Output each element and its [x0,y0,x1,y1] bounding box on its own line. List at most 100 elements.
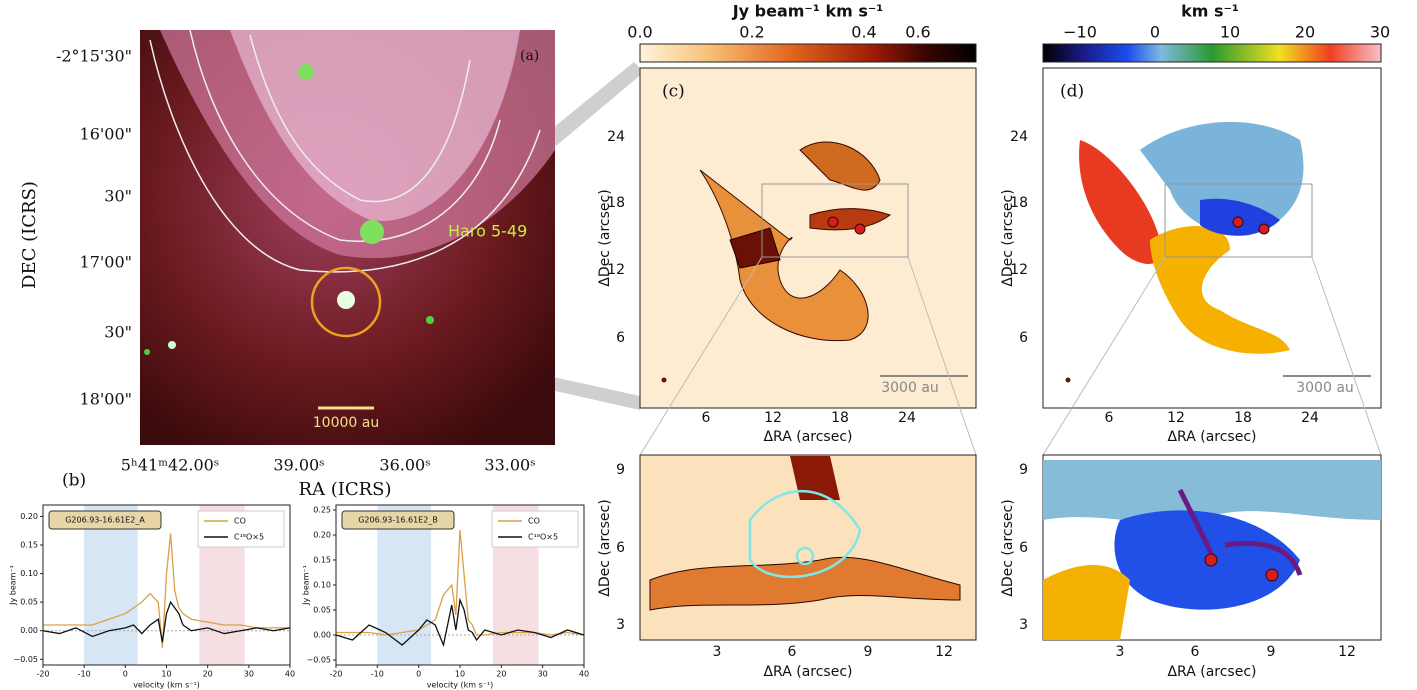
x-tick-label: 10 [1220,23,1240,42]
y-tick-label: 18 [607,195,625,211]
y-tick-label: 0.00 [313,631,331,640]
x-tick-label: 12 [935,644,953,660]
y-tick-label: 30" [104,187,132,206]
axis-label: velocity (km s⁻¹) [133,681,200,690]
axis-label: ΔDec (arcsec) [1000,499,1016,596]
x-tick-label: 9 [1267,644,1276,660]
y-tick-label: 0.25 [313,506,331,515]
spectrum-line [336,600,584,645]
y-tick-label: 6 [616,330,625,346]
x-tick-label: 0 [1150,23,1160,42]
panel-label: (c) [662,82,685,102]
y-tick-label: 0.05 [20,598,38,607]
x-tick-label: 6 [1105,410,1114,426]
x-tick-label: 0.4 [851,23,876,42]
y-tick-label: 18'00" [80,390,132,409]
y-tick-label: 12 [607,262,625,278]
x-tick-label: 6 [702,410,711,426]
x-tick-label: 6 [788,644,797,660]
axis-label: velocity (km s⁻¹) [427,681,494,690]
axis-label: DEC (ICRS) [19,181,40,289]
x-tick-label: −10 [1063,23,1097,42]
x-tick-label: 20 [203,670,213,679]
x-tick-label: 3 [1116,644,1125,660]
source-label: Haro 5-49 [448,222,527,241]
x-tick-label: 24 [898,410,916,426]
x-tick-label: 40 [579,670,589,679]
y-tick-label: 6 [1019,540,1028,556]
x-tick-label: 12 [1167,410,1185,426]
zoom-band [548,62,644,146]
axis-label: RA (ICRS) [298,479,391,500]
y-tick-label: 30" [104,323,132,342]
x-tick-label: 30 [244,670,254,679]
x-tick-label: 0.0 [627,23,652,42]
legend-label: CO [234,517,246,526]
x-tick-label: 12 [764,410,782,426]
legend-label: C¹⁸O×5 [234,533,264,542]
y-tick-label: 6 [1019,330,1028,346]
chart-title: G206.93-16.61E2_A [65,516,145,525]
chart-title: G206.93-16.61E2_B [358,516,438,525]
x-tick-label: 0 [416,670,421,679]
y-tick-label: 9 [616,462,625,478]
x-tick-label: 0.6 [905,23,930,42]
x-tick-label: 5ʰ41ᵐ42.00ˢ [121,456,219,475]
figure: (a) Haro 5-49 10000 au DEC (ICRS) RA (IC… [0,0,1417,690]
y-tick-label: 17'00" [80,253,132,272]
y-tick-label: 18 [1010,195,1028,211]
spectrum-line [43,602,290,642]
x-tick-label: -20 [329,670,342,679]
x-tick-label: 30 [1370,23,1390,42]
axis-label: ΔRA (arcsec) [1167,429,1256,445]
panel-label: (b) [62,471,86,491]
legend-label: CO [528,517,540,526]
x-tick-label: 20 [1295,23,1315,42]
y-tick-label: -2°15'30" [56,47,132,66]
y-tick-label: 0.10 [313,581,331,590]
x-tick-label: 36.00ˢ [379,456,430,475]
x-tick-label: 6 [1191,644,1200,660]
y-tick-label: 24 [1010,129,1028,145]
colorbar [640,44,976,62]
x-tick-label: 40 [285,670,295,679]
axis-label: Jy beam⁻¹ [9,565,18,606]
panel-label: (d) [1060,82,1084,102]
x-tick-label: 9 [864,644,873,660]
x-tick-label: -20 [36,670,49,679]
y-tick-label: 0.15 [20,541,38,550]
y-tick-label: 0.05 [313,606,331,615]
panel-c-image [640,68,976,640]
x-tick-label: 39.00ˢ [273,456,324,475]
x-tick-label: 10 [161,670,171,679]
legend-label: C¹⁸O×5 [528,533,558,542]
x-tick-label: 24 [1301,410,1319,426]
axis-label: ΔRA (arcsec) [763,664,852,680]
x-tick-label: 33.00ˢ [484,456,535,475]
panel-label: (a) [520,48,539,64]
colorbar-label: Jy beam⁻¹ km s⁻¹ [732,2,884,21]
x-tick-label: 30 [538,670,548,679]
y-tick-label: −0.05 [306,656,331,665]
y-tick-label: 0.20 [20,512,38,521]
x-tick-label: 18 [831,410,849,426]
y-tick-label: 0.15 [313,556,331,565]
scale-label: 3000 au [1296,380,1354,396]
x-tick-label: -10 [371,670,384,679]
panel-d-image [1043,68,1381,640]
y-tick-label: −0.05 [13,655,38,664]
y-tick-label: 12 [1010,262,1028,278]
colorbar [1043,44,1381,62]
y-tick-label: 24 [607,129,625,145]
y-tick-label: 16'00" [80,125,132,144]
axis-label: Jy beam⁻¹ [302,565,311,606]
x-tick-label: 3 [713,644,722,660]
axis-label: ΔRA (arcsec) [1167,664,1256,680]
x-tick-label: 0.2 [739,23,764,42]
y-tick-label: 3 [1019,617,1028,633]
y-tick-label: 0.10 [20,569,38,578]
scale-label: 3000 au [881,380,939,396]
x-tick-label: 0 [123,670,128,679]
axis-label: ΔRA (arcsec) [763,429,852,445]
y-tick-label: 9 [1019,462,1028,478]
